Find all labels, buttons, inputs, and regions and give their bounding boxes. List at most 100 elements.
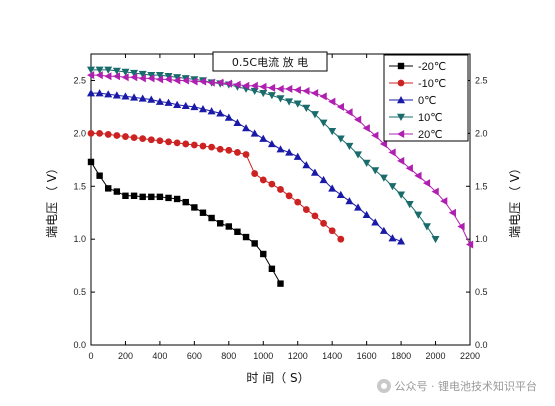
- data-point: [285, 98, 294, 106]
- data-point: [121, 92, 130, 100]
- series-1: [87, 129, 345, 243]
- data-point: [268, 265, 276, 273]
- x-tick-label: 600: [187, 351, 202, 361]
- data-point: [285, 148, 294, 156]
- data-point: [173, 74, 182, 82]
- data-point: [414, 171, 422, 180]
- legend-marker: [397, 130, 405, 138]
- data-point: [388, 183, 397, 191]
- data-point: [208, 214, 215, 222]
- data-point: [156, 193, 164, 201]
- data-point: [371, 218, 380, 226]
- data-point: [277, 280, 284, 287]
- data-point: [336, 135, 345, 143]
- data-point: [105, 185, 112, 192]
- y-tick-label-right: 2.0: [475, 128, 488, 138]
- y-tick-label: 0.0: [73, 340, 86, 350]
- data-point: [104, 90, 113, 98]
- data-point: [259, 89, 268, 98]
- data-point: [388, 234, 397, 242]
- data-point: [113, 188, 121, 195]
- data-point: [181, 76, 189, 85]
- data-point: [191, 204, 198, 211]
- data-point: [379, 226, 388, 234]
- data-point: [267, 139, 276, 148]
- data-point: [234, 228, 241, 235]
- y-tick-label-right: 2.5: [475, 75, 488, 85]
- data-point: [155, 97, 164, 105]
- data-point: [405, 201, 414, 209]
- data-point: [250, 81, 258, 90]
- data-point: [173, 76, 181, 85]
- data-point: [310, 89, 319, 98]
- data-point: [87, 89, 95, 97]
- data-point: [242, 81, 250, 90]
- data-point: [250, 129, 259, 137]
- data-point: [354, 203, 363, 211]
- data-point: [319, 175, 328, 184]
- data-point: [233, 80, 241, 89]
- data-point: [371, 167, 380, 175]
- data-point: [147, 71, 156, 80]
- data-point: [112, 91, 121, 99]
- data-point: [95, 66, 104, 74]
- data-point: [293, 100, 302, 108]
- data-point: [337, 235, 345, 243]
- data-point: [224, 79, 233, 88]
- data-point: [259, 82, 267, 91]
- data-point: [147, 95, 156, 103]
- data-point: [379, 139, 388, 148]
- data-point: [155, 75, 164, 84]
- data-point: [397, 156, 405, 165]
- data-point: [121, 73, 129, 82]
- data-point: [130, 73, 138, 82]
- data-point: [250, 87, 259, 96]
- data-point: [310, 168, 319, 176]
- data-point: [112, 72, 121, 81]
- data-point: [302, 161, 311, 169]
- data-point: [293, 85, 301, 94]
- data-point: [225, 146, 233, 154]
- data-point: [181, 101, 190, 110]
- data-point: [457, 222, 465, 231]
- data-point: [104, 72, 112, 81]
- data-point: [216, 109, 225, 117]
- data-point: [302, 104, 311, 112]
- data-point: [379, 174, 388, 182]
- legend-marker: [397, 79, 405, 87]
- data-point: [302, 87, 310, 96]
- data-point: [345, 108, 353, 117]
- legend-marker: [397, 96, 405, 104]
- x-tick-label: 2000: [426, 351, 446, 361]
- series-0: [87, 158, 284, 287]
- data-point: [267, 83, 276, 92]
- x-tick-label: 400: [152, 351, 167, 361]
- data-point: [122, 192, 129, 199]
- data-point: [310, 111, 319, 119]
- data-point: [362, 210, 371, 219]
- series-layer: [87, 66, 474, 287]
- data-point: [198, 77, 207, 86]
- x-tick-label: 0: [88, 351, 93, 361]
- data-point: [207, 78, 215, 87]
- data-point: [216, 78, 224, 87]
- data-point: [147, 74, 155, 83]
- data-point: [217, 220, 224, 227]
- data-point: [199, 209, 207, 216]
- data-point: [173, 100, 182, 108]
- data-point: [397, 237, 406, 245]
- chart-title: 0.5C电流 放 电: [232, 55, 308, 69]
- data-point: [198, 105, 207, 113]
- data-point: [96, 172, 103, 179]
- legend-label: -20℃: [418, 61, 446, 73]
- data-point: [397, 191, 406, 199]
- data-point: [311, 212, 319, 220]
- y-tick-label-right: 1.0: [475, 234, 488, 244]
- data-point: [440, 197, 448, 206]
- data-point: [165, 194, 172, 202]
- data-point: [242, 151, 250, 158]
- watermark-text: 公众号 · 锂电池技术知识平台: [394, 380, 538, 393]
- x-axis-title: 时 间（ S）: [246, 371, 309, 385]
- data-point: [147, 136, 155, 144]
- data-point: [87, 158, 95, 166]
